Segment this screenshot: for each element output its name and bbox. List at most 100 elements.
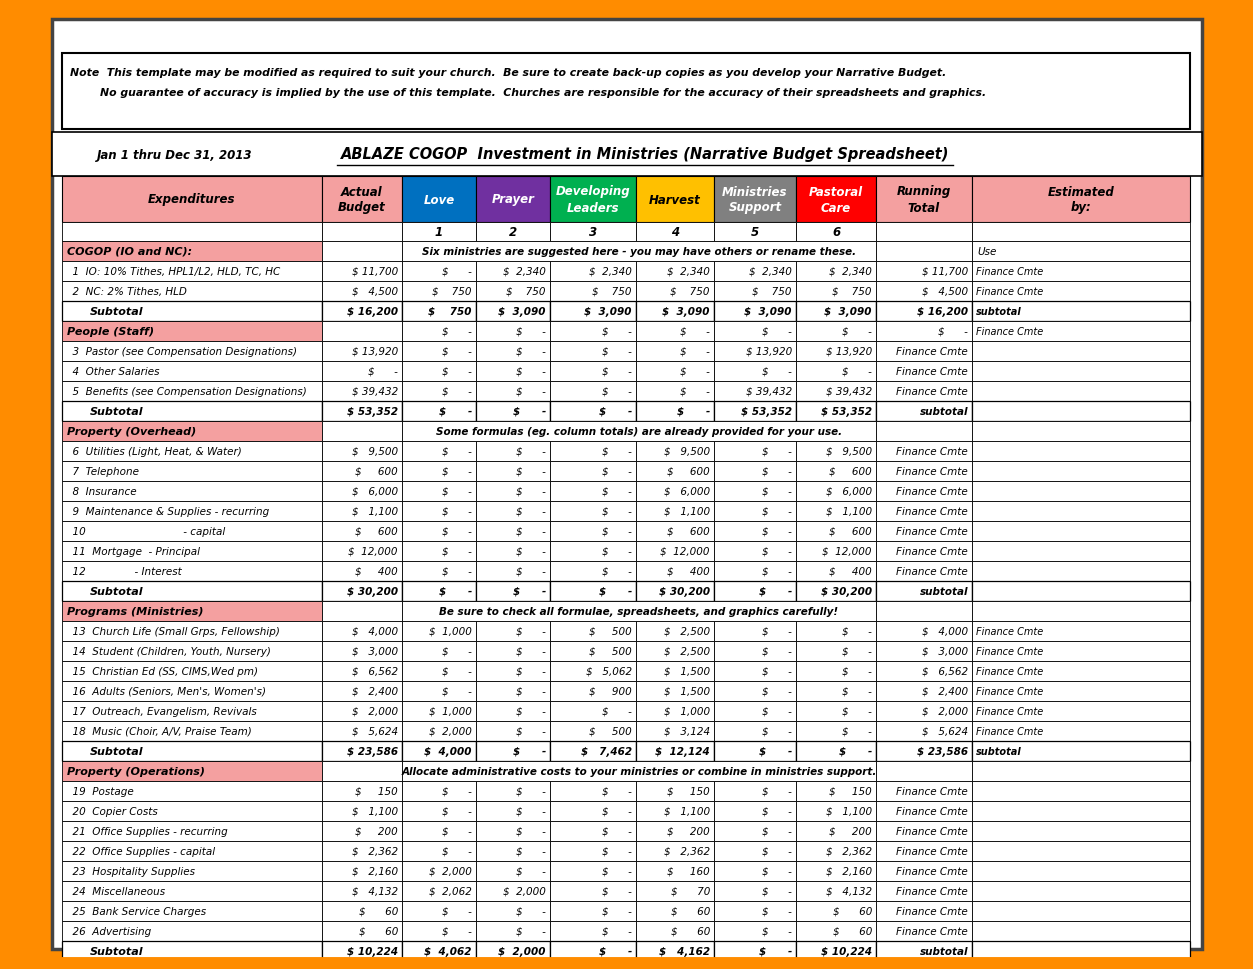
Text: $ 16,200: $ 16,200 [347, 306, 398, 317]
Text: Finance Cmte: Finance Cmte [896, 906, 969, 916]
Text: $  3,090: $ 3,090 [663, 306, 710, 317]
Text: Total: Total [908, 202, 940, 214]
Bar [550, 461, 637, 482]
Bar [714, 322, 796, 342]
Bar [714, 781, 796, 801]
Bar [714, 442, 796, 461]
Text: $   1,100: $ 1,100 [664, 507, 710, 516]
Text: $   2,400: $ 2,400 [922, 686, 969, 697]
Bar [796, 542, 876, 561]
Text: Jan 1 thru Dec 31, 2013: Jan 1 thru Dec 31, 2013 [98, 148, 253, 161]
Text: $      -: $ - [516, 547, 546, 556]
Bar [61, 422, 322, 442]
Bar [796, 521, 876, 542]
Text: $  3,090: $ 3,090 [584, 306, 632, 317]
Bar [972, 702, 1190, 721]
Text: $      -: $ - [516, 926, 546, 936]
Bar [796, 821, 876, 841]
Text: $ 53,352: $ 53,352 [347, 407, 398, 417]
Text: 15  Christian Ed (SS, CIMS,Wed pm): 15 Christian Ed (SS, CIMS,Wed pm) [66, 667, 258, 676]
Bar [550, 741, 637, 762]
Bar [476, 661, 550, 681]
Bar [637, 781, 714, 801]
Bar [322, 841, 402, 861]
Bar [714, 881, 796, 901]
Bar [53, 133, 1202, 176]
Bar [476, 223, 550, 241]
Text: $      -: $ - [368, 366, 398, 377]
Bar [550, 861, 637, 881]
Text: 9  Maintenance & Supplies - recurring: 9 Maintenance & Supplies - recurring [66, 507, 269, 516]
Text: Finance Cmte: Finance Cmte [896, 886, 969, 896]
Text: $      -: $ - [842, 706, 872, 716]
Bar [476, 621, 550, 641]
Bar [476, 361, 550, 382]
Text: $  1,000: $ 1,000 [429, 626, 472, 637]
Text: Finance Cmte: Finance Cmte [896, 507, 969, 516]
Bar [322, 941, 402, 961]
Text: $      -: $ - [442, 846, 472, 857]
Bar [714, 542, 796, 561]
Text: $ 39,432: $ 39,432 [826, 387, 872, 396]
Text: Property (Overhead): Property (Overhead) [66, 426, 197, 437]
Text: $     600: $ 600 [356, 466, 398, 477]
Bar [61, 521, 322, 542]
Bar [322, 401, 402, 422]
Text: 2  NC: 2% Tithes, HLD: 2 NC: 2% Tithes, HLD [66, 287, 187, 297]
Bar [61, 502, 322, 521]
Bar [972, 681, 1190, 702]
Text: Subtotal: Subtotal [90, 586, 144, 596]
Bar [61, 661, 322, 681]
Bar [714, 401, 796, 422]
Text: Finance Cmte: Finance Cmte [896, 387, 969, 396]
Text: $  12,124: $ 12,124 [655, 746, 710, 756]
Text: $      -: $ - [603, 366, 632, 377]
Bar [61, 621, 322, 641]
Bar [714, 702, 796, 721]
Bar [402, 361, 476, 382]
Bar [322, 342, 402, 361]
Bar [476, 521, 550, 542]
Text: 23  Hospitality Supplies: 23 Hospitality Supplies [66, 866, 195, 876]
Bar [550, 361, 637, 382]
Bar [61, 581, 322, 602]
Text: $  2,340: $ 2,340 [749, 266, 792, 277]
Bar [637, 941, 714, 961]
Bar [714, 841, 796, 861]
Bar [637, 821, 714, 841]
Bar [637, 301, 714, 322]
Text: $    750: $ 750 [670, 287, 710, 297]
Bar [637, 801, 714, 821]
Bar [637, 922, 714, 941]
Bar [550, 941, 637, 961]
Text: 3  Pastor (see Compensation Designations): 3 Pastor (see Compensation Designations) [66, 347, 297, 357]
Bar [637, 841, 714, 861]
Bar [402, 382, 476, 401]
Bar [972, 762, 1190, 781]
Text: $      -: $ - [762, 526, 792, 537]
Text: Note  This template may be modified as required to suit your church.  Be sure to: Note This template may be modified as re… [70, 68, 946, 78]
Text: $ 11,700: $ 11,700 [922, 266, 969, 277]
Text: $   2,160: $ 2,160 [826, 866, 872, 876]
Bar [714, 641, 796, 661]
Bar [476, 801, 550, 821]
Bar [972, 282, 1190, 301]
Bar [796, 401, 876, 422]
Bar [972, 301, 1190, 322]
Bar [61, 176, 322, 223]
Bar [322, 901, 402, 922]
Text: No guarantee of accuracy is implied by the use of this template.  Churches are r: No guarantee of accuracy is implied by t… [70, 88, 986, 98]
Text: $   2,000: $ 2,000 [352, 706, 398, 716]
Bar [972, 382, 1190, 401]
Bar [637, 581, 714, 602]
Text: $      70: $ 70 [670, 886, 710, 896]
Bar [402, 621, 476, 641]
Bar [972, 661, 1190, 681]
Bar [550, 661, 637, 681]
Text: $      -: $ - [762, 726, 792, 736]
Text: $   1,000: $ 1,000 [664, 706, 710, 716]
Bar [322, 422, 402, 442]
Text: $      -: $ - [603, 486, 632, 496]
Bar [550, 223, 637, 241]
Bar [476, 482, 550, 502]
